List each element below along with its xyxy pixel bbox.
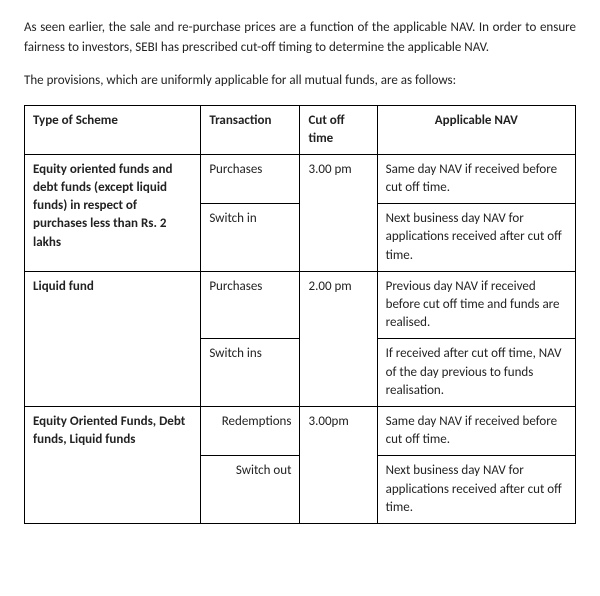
- header-scheme: Type of Scheme: [25, 105, 201, 154]
- table-row: Equity Oriented Funds, Debt funds, Liqui…: [25, 406, 576, 455]
- nav-cell: Previous day NAV if received before cut …: [377, 271, 575, 339]
- header-nav: Applicable NAV: [377, 105, 575, 154]
- scheme-cell: Equity Oriented Funds, Debt funds, Liqui…: [25, 406, 201, 523]
- scheme-cell: Equity oriented funds and debt funds (ex…: [25, 154, 201, 271]
- header-transaction: Transaction: [201, 105, 300, 154]
- nav-cell: Same day NAV if received before cut off …: [377, 154, 575, 203]
- transaction-cell: Switch out: [201, 456, 300, 524]
- table-row: Equity oriented funds and debt funds (ex…: [25, 154, 576, 203]
- intro-paragraph-1: As seen earlier, the sale and re-purchas…: [24, 18, 576, 57]
- table-header-row: Type of Scheme Transaction Cut off time …: [25, 105, 576, 154]
- header-cutoff: Cut off time: [300, 105, 377, 154]
- nav-cell: Next business day NAV for applications r…: [377, 204, 575, 272]
- cutoff-cell: 3.00 pm: [300, 154, 377, 271]
- transaction-cell: Purchases: [201, 154, 300, 203]
- intro-paragraph-2: The provisions, which are uniformly appl…: [24, 71, 576, 91]
- scheme-cell: Liquid fund: [25, 271, 201, 406]
- nav-cell: Same day NAV if received before cut off …: [377, 406, 575, 455]
- cutoff-cell: 2.00 pm: [300, 271, 377, 406]
- transaction-cell: Switch ins: [201, 339, 300, 407]
- transaction-cell: Switch in: [201, 204, 300, 272]
- transaction-cell: Redemptions: [201, 406, 300, 455]
- cutoff-table: Type of Scheme Transaction Cut off time …: [24, 105, 576, 524]
- nav-cell: Next business day NAV for applications r…: [377, 456, 575, 524]
- transaction-cell: Purchases: [201, 271, 300, 339]
- cutoff-cell: 3.00pm: [300, 406, 377, 523]
- table-row: Liquid fund Purchases 2.00 pm Previous d…: [25, 271, 576, 339]
- nav-cell: If received after cut off time, NAV of t…: [377, 339, 575, 407]
